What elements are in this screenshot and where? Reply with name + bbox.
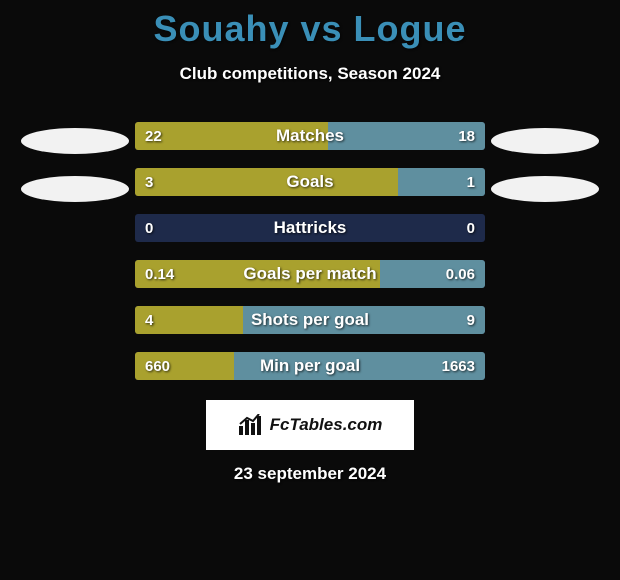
left-ellipse-1 xyxy=(21,128,129,154)
page-title: Souahy vs Logue xyxy=(0,8,620,50)
bar-chart-icon xyxy=(238,414,264,436)
bar-segment-left xyxy=(135,122,328,150)
infographic: Souahy vs Logue Club competitions, Seaso… xyxy=(0,0,620,484)
right-ellipse-2 xyxy=(491,176,599,202)
bar-value-right: 0 xyxy=(467,214,475,242)
right-ellipse-1 xyxy=(491,128,599,154)
bar-segment-left xyxy=(135,306,243,334)
source-badge-text: FcTables.com xyxy=(270,415,383,435)
source-badge: FcTables.com xyxy=(206,400,414,450)
left-side xyxy=(15,122,135,202)
bar-segment-right xyxy=(398,168,486,196)
bar-row: Hattricks0 0 xyxy=(135,214,485,242)
bar-row: Min per goal6601663 xyxy=(135,352,485,380)
right-side xyxy=(485,122,605,202)
bar-row: Goals per match0.140.06 xyxy=(135,260,485,288)
bar-segment-right xyxy=(380,260,485,288)
bar-segment-left xyxy=(135,168,398,196)
bar-segment-right xyxy=(234,352,485,380)
bar-row: Shots per goal49 xyxy=(135,306,485,334)
bar-segment-left xyxy=(135,260,380,288)
bar-segment-left xyxy=(135,352,234,380)
bar-value-left: 0 xyxy=(145,214,153,242)
date-label: 23 september 2024 xyxy=(0,464,620,484)
bars-container: Matches2218 Goals31 Hattricks0 0 Goals per m… xyxy=(135,122,485,380)
bar-segment-right xyxy=(243,306,485,334)
bar-label: Hattricks xyxy=(135,214,485,242)
page-subtitle: Club competitions, Season 2024 xyxy=(0,64,620,84)
bar-segment-right xyxy=(328,122,486,150)
bar-row: Matches2218 xyxy=(135,122,485,150)
bar-row: Goals31 xyxy=(135,168,485,196)
comparison-chart: Matches2218 Goals31 Hattricks0 0 Goals per m… xyxy=(0,122,620,380)
left-ellipse-2 xyxy=(21,176,129,202)
